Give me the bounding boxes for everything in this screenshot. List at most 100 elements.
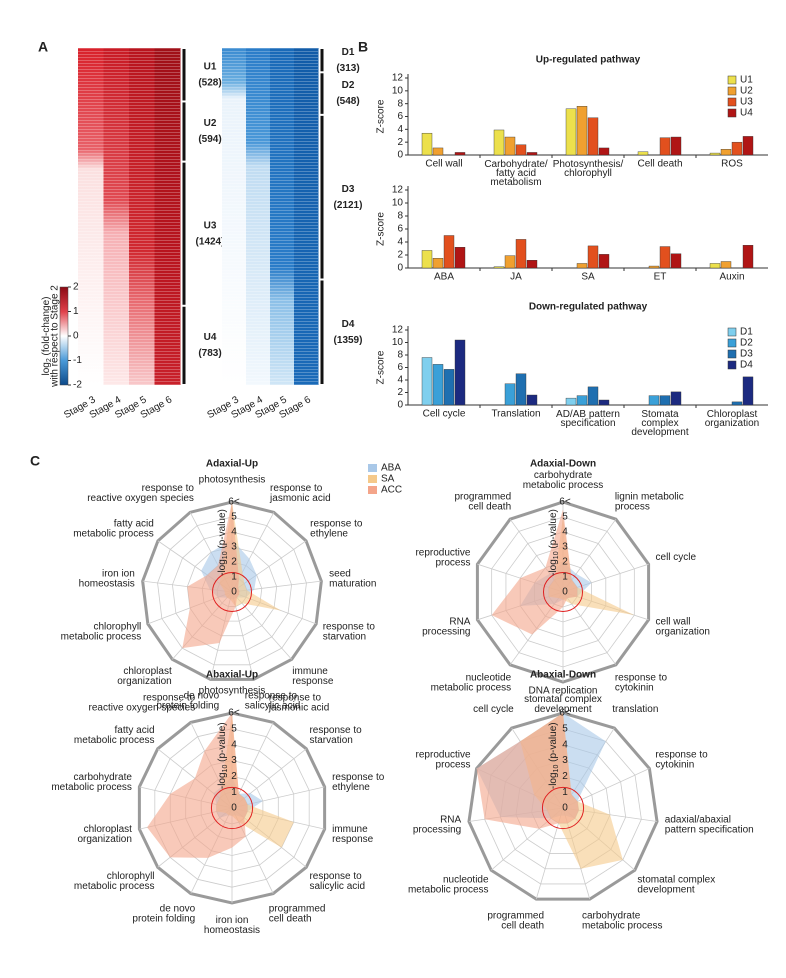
- radial-axis-label-part: 10: [222, 765, 229, 773]
- radar-area: [491, 509, 578, 635]
- radial-tick-label: 6<: [559, 497, 571, 508]
- legend-label: D1: [740, 327, 753, 338]
- category-label: fatty acid metabolic process: [74, 725, 155, 746]
- legend-label: U2: [740, 86, 753, 97]
- category-label: RNA processing: [413, 814, 462, 835]
- cluster-size: (528): [198, 77, 221, 88]
- category-label: chloroplast organization: [117, 665, 172, 686]
- chart-title: Up-regulated pathway: [536, 55, 641, 66]
- bar: [515, 144, 527, 156]
- radial-axis-label-part: -log: [217, 559, 228, 576]
- bar: [659, 395, 671, 406]
- cluster-name: U4: [204, 332, 217, 343]
- radar-frame: [467, 711, 659, 901]
- radial-axis-label: -log10 (p-value): [217, 509, 230, 576]
- legend-swatch: [727, 108, 737, 118]
- category-label: response to reactive oxygen species: [87, 482, 194, 503]
- bar: [720, 149, 732, 156]
- y-tick-label: 2: [397, 137, 403, 148]
- radial-tick-label: 3: [562, 755, 568, 766]
- bar: [598, 254, 610, 269]
- radar-grid: [157, 516, 307, 666]
- bar: [421, 132, 433, 156]
- colorbar: [59, 286, 69, 386]
- y-tick-label: 4: [397, 375, 403, 386]
- legend-label: D4: [740, 360, 753, 371]
- radial-axis-label-part: 10: [553, 551, 560, 559]
- legend-label: U3: [740, 97, 753, 108]
- category-label: response to cytokinin: [615, 672, 668, 693]
- bar: [421, 357, 433, 406]
- y-axis-label: Z-score: [376, 350, 387, 384]
- category-label: DNA replication: [529, 686, 598, 697]
- bar: [493, 266, 505, 269]
- colorbar-tick-label: -2: [73, 380, 82, 391]
- radial-tick-label: 2: [562, 557, 568, 568]
- category-label: lignin metabolic process: [615, 491, 684, 512]
- radial-axis-label-part: -log: [548, 772, 559, 789]
- bar: [670, 391, 682, 406]
- bar: [515, 239, 527, 269]
- y-tick-label: 6: [397, 224, 403, 235]
- panel-label: A: [38, 39, 48, 55]
- bar: [443, 235, 455, 269]
- bar: [598, 399, 610, 406]
- x-tick-label: ET: [654, 272, 667, 283]
- y-tick-label: 10: [392, 198, 404, 209]
- category-label: photosynthesis: [199, 475, 266, 486]
- category-label: carbohydrate metabolic process: [582, 910, 663, 931]
- radial-tick-label: 0: [231, 587, 237, 598]
- y-tick-label: 2: [397, 387, 403, 398]
- cluster-size: (1424): [196, 236, 225, 247]
- radar-area: [182, 502, 240, 649]
- category-label: response to ethylene: [332, 772, 385, 793]
- radial-axis-label-part: 10: [553, 765, 560, 773]
- heatmap-texture: [222, 48, 318, 385]
- category-label: immune response: [292, 665, 334, 686]
- radial-tick-label: 1: [231, 572, 237, 583]
- y-axis-label: Z-score: [376, 212, 387, 246]
- category-label: response to jasmonic acid: [269, 482, 331, 503]
- radial-axis-label-part: -log: [548, 559, 559, 576]
- bar: [421, 250, 433, 269]
- radial-tick-label: 1: [562, 572, 568, 583]
- cluster-size: (313): [336, 63, 359, 74]
- y-tick-label: 12: [392, 325, 404, 336]
- radial-tick-label: 2: [231, 557, 237, 568]
- bar: [526, 394, 538, 406]
- legend-swatch: [727, 75, 737, 85]
- x-tick-label: Translation: [491, 409, 540, 420]
- bar: [526, 260, 538, 269]
- x-tick-label: Stomata complex development: [631, 409, 688, 438]
- category-label: stomatal complex development: [524, 694, 602, 715]
- category-label: cell wall organization: [656, 616, 710, 637]
- y-tick-label: 8: [397, 350, 403, 361]
- radial-tick-label: 3: [231, 755, 237, 766]
- category-label: reproductive process: [415, 547, 470, 568]
- bar: [709, 152, 721, 156]
- category-label: translation: [612, 704, 658, 715]
- category-label: programmed cell death: [487, 910, 544, 931]
- chart-title: Adaxial-Down: [530, 459, 596, 470]
- category-label: de novo protein folding: [132, 903, 195, 924]
- x-tick-label: Cell wall: [425, 159, 462, 170]
- heatmap-texture: [78, 48, 180, 385]
- category-label: fatty acid metabolic process: [73, 518, 154, 539]
- radial-axis-label-part: 10: [222, 551, 229, 559]
- panel-label: C: [30, 453, 40, 469]
- x-tick-label: AD/AB pattern specification: [556, 409, 620, 429]
- colorbar-tick-label: 2: [73, 282, 79, 293]
- bar: [648, 395, 660, 406]
- radar-grid: [172, 531, 292, 651]
- radial-tick-label: 2: [231, 771, 237, 782]
- radial-axis-label-part: (p-value): [548, 509, 559, 551]
- bar: [637, 151, 649, 156]
- cluster-name: U2: [204, 118, 217, 129]
- radial-tick-label: 6<: [228, 497, 240, 508]
- y-tick-label: 10: [392, 85, 404, 96]
- category-label: iron ion homeostasis: [204, 915, 260, 936]
- bar: [670, 253, 682, 269]
- bar: [432, 364, 444, 406]
- category-label: cell cycle: [656, 552, 697, 563]
